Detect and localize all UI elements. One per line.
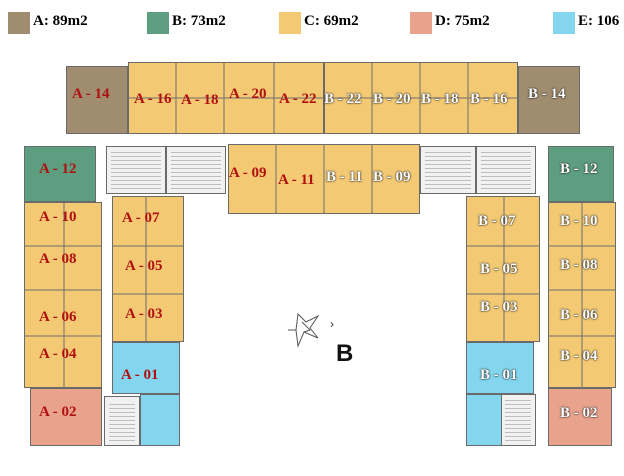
unit-label-a08: A - 08	[39, 251, 77, 267]
unit-label-a18: A - 18	[181, 92, 219, 108]
unit-block-b12	[548, 146, 614, 202]
unit-label-b14: B - 14	[528, 86, 566, 102]
unit-label-a12: A - 12	[39, 161, 77, 177]
unit-block-b14	[518, 66, 580, 134]
legend-swatch-b	[147, 12, 169, 34]
unit-block-left-outer	[24, 202, 102, 388]
svg-text:›: ›	[330, 317, 334, 331]
unit-label-a16: A - 16	[134, 91, 172, 107]
stair-core-bottom-right	[500, 394, 536, 446]
unit-label-b16: B - 16	[470, 91, 508, 107]
unit-label-b12: B - 12	[560, 161, 598, 177]
unit-label-b08: B - 08	[560, 257, 598, 273]
unit-block-a12	[24, 146, 96, 202]
unit-label-a05: A - 05	[125, 258, 163, 274]
legend-swatch-d	[410, 12, 432, 34]
unit-label-b02: B - 02	[560, 405, 598, 421]
unit-label-b22: B - 22	[324, 91, 362, 107]
unit-block-right-inner	[466, 196, 540, 342]
unit-label-a07: A - 07	[122, 210, 160, 226]
unit-label-b20: B - 20	[373, 91, 411, 107]
lift-core-right	[420, 146, 476, 194]
unit-block-a02	[30, 388, 102, 446]
north-arrow-icon: ›	[288, 312, 334, 348]
unit-label-b03: B - 03	[480, 299, 518, 315]
lift-core-left	[166, 146, 226, 194]
legend-swatch-a	[8, 12, 30, 34]
unit-label-a01: A - 01	[121, 367, 159, 383]
stair-core-right	[476, 146, 536, 194]
unit-label-b11: B - 11	[326, 169, 363, 185]
unit-label-b04: B - 04	[560, 348, 598, 364]
unit-label-a14: A - 14	[72, 86, 110, 102]
legend-label-a: A: 89m2	[33, 13, 88, 29]
unit-label-a02: A - 02	[39, 404, 77, 420]
legend-label-b: B: 73m2	[172, 13, 226, 29]
unit-block-left-inner	[112, 196, 184, 342]
unit-label-a09: A - 09	[229, 165, 267, 181]
unit-label-a04: A - 04	[39, 346, 77, 362]
unit-block-right-stair	[466, 394, 502, 446]
stair-core-bottom-left	[104, 396, 140, 446]
legend-label-c: C: 69m2	[304, 13, 359, 29]
unit-label-a10: A - 10	[39, 209, 77, 225]
legend-swatch-e	[553, 12, 575, 34]
stair-core-left	[106, 146, 166, 194]
unit-block-b01	[466, 342, 534, 394]
legend-swatch-c	[279, 12, 301, 34]
legend-label-d: D: 75m2	[435, 13, 490, 29]
unit-label-b10: B - 10	[560, 213, 598, 229]
unit-label-a06: A - 06	[39, 309, 77, 325]
unit-block-a14	[66, 66, 128, 134]
unit-label-b09: B - 09	[373, 169, 411, 185]
unit-label-b06: B - 06	[560, 307, 598, 323]
unit-block-b02	[548, 388, 612, 446]
unit-label-b07: B - 07	[478, 213, 516, 229]
unit-label-b01: B - 01	[480, 367, 518, 383]
unit-label-a22: A - 22	[279, 91, 317, 107]
compass-letter: B	[336, 340, 354, 367]
unit-label-b05: B - 05	[480, 261, 518, 277]
unit-label-a20: A - 20	[229, 86, 267, 102]
legend-label-e: E: 106	[578, 13, 620, 29]
unit-block-a01	[112, 342, 180, 394]
unit-block-left-stair	[140, 394, 180, 446]
unit-label-a03: A - 03	[125, 306, 163, 322]
unit-label-b18: B - 18	[421, 91, 459, 107]
unit-label-a11: A - 11	[278, 172, 315, 188]
